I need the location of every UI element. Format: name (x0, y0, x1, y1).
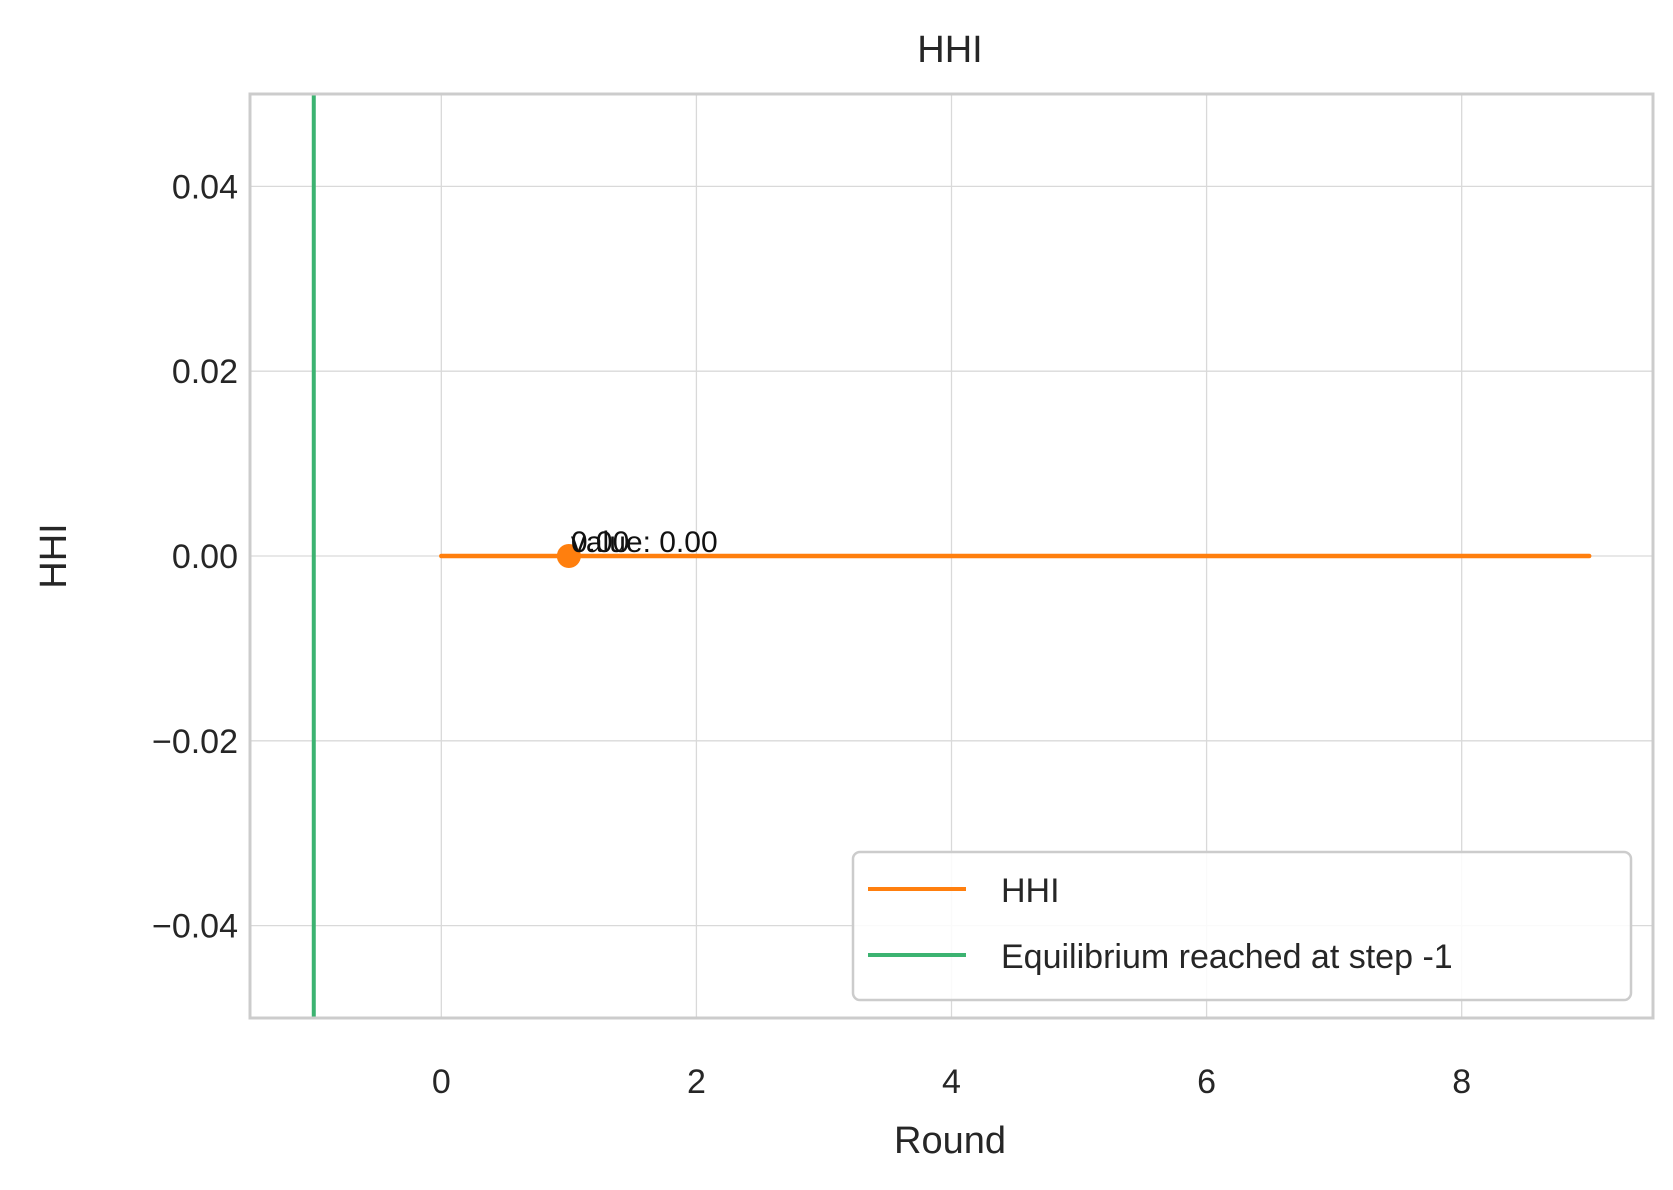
y-tick-label: 0.02 (172, 353, 238, 391)
x-tick-label: 4 (942, 1063, 961, 1101)
legend-label-hhi: HHI (1001, 872, 1060, 910)
y-tick-label: 0.00 (172, 538, 238, 576)
y-axis-title: HHI (33, 523, 75, 588)
x-axis-title: Round (894, 1120, 1006, 1162)
plot-area: value: 0.000.00 (311, 94, 1592, 1018)
x-tick-label: 2 (687, 1063, 706, 1101)
y-tick-label: −0.04 (152, 908, 238, 946)
legend-label-equilibrium: Equilibrium reached at step -1 (1001, 938, 1453, 976)
x-tick-label: 8 (1452, 1063, 1471, 1101)
y-tick-label: −0.02 (152, 723, 238, 761)
y-tick-label: 0.04 (172, 168, 238, 206)
legend: HHI Equilibrium reached at step -1 (851, 850, 1633, 1002)
tick-labels: 0 2 4 6 8 −0.04 −0.02 0.00 0.02 0.04 (152, 168, 1471, 1101)
plot-frame (248, 92, 1655, 1020)
legend-box (851, 850, 1633, 1002)
hhi-marker-point (556, 544, 581, 568)
x-tick-label: 6 (1197, 1063, 1216, 1101)
x-tick-label: 0 (432, 1063, 451, 1101)
point-annotation: value: 0.00 (571, 526, 718, 559)
chart-title: HHI (917, 29, 982, 71)
point-annotation: 0.00 (571, 526, 629, 559)
